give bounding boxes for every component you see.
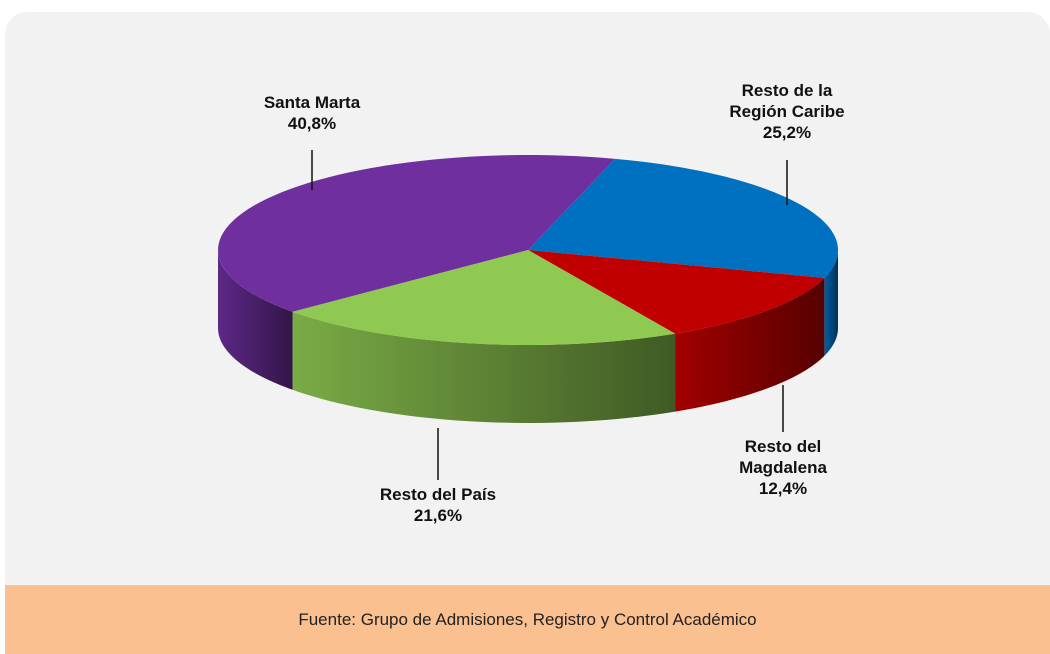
category-label: Resto de la Región Caribe bbox=[729, 81, 845, 121]
slice-label: Santa Marta 40,8% bbox=[242, 92, 382, 134]
slice-side bbox=[218, 250, 293, 390]
slice bbox=[292, 250, 676, 345]
slice-label: Resto del Magdalena 12,4% bbox=[713, 436, 853, 499]
slice bbox=[218, 155, 616, 312]
slice bbox=[528, 250, 825, 334]
slice-side bbox=[824, 250, 838, 356]
slice-label: Resto de la Región Caribe 25,2% bbox=[717, 80, 857, 143]
category-label: Resto del Magdalena bbox=[739, 437, 827, 477]
value-label: 12,4% bbox=[758, 479, 808, 498]
category-label: Santa Marta bbox=[263, 93, 361, 112]
slice-side bbox=[675, 277, 825, 412]
value-label: 40,8% bbox=[287, 114, 337, 133]
slice bbox=[528, 158, 838, 278]
category-label: Resto del País bbox=[379, 485, 497, 504]
value-label: 21,6% bbox=[413, 506, 463, 525]
source-text: Fuente: Grupo de Admisiones, Registro y … bbox=[298, 609, 757, 629]
source-note: Fuente: Grupo de Admisiones, Registro y … bbox=[5, 585, 1050, 654]
slice-side bbox=[292, 311, 676, 423]
slice-label: Resto del País 21,6% bbox=[368, 484, 508, 526]
value-label: 25,2% bbox=[762, 123, 812, 142]
